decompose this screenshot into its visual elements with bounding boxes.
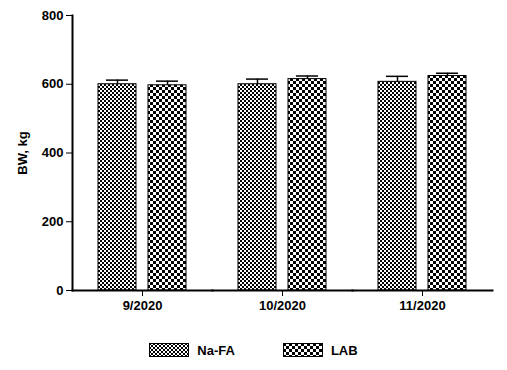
svg-text:9/2020: 9/2020 [123,298,163,313]
svg-text:11/2020: 11/2020 [399,298,445,313]
svg-text:600: 600 [42,76,64,91]
html-text:LAB: LAB [330,342,358,358]
svg-text:BW, kg: BW, kg [15,131,30,174]
svg-text:10/2020: 10/2020 [259,298,306,313]
svg-text:200: 200 [42,214,64,229]
html-text:Na-FA: Na-FA [197,342,235,358]
svg-text:400: 400 [42,145,64,160]
svg-text:0: 0 [56,283,63,298]
svg-text:800: 800 [42,8,64,23]
